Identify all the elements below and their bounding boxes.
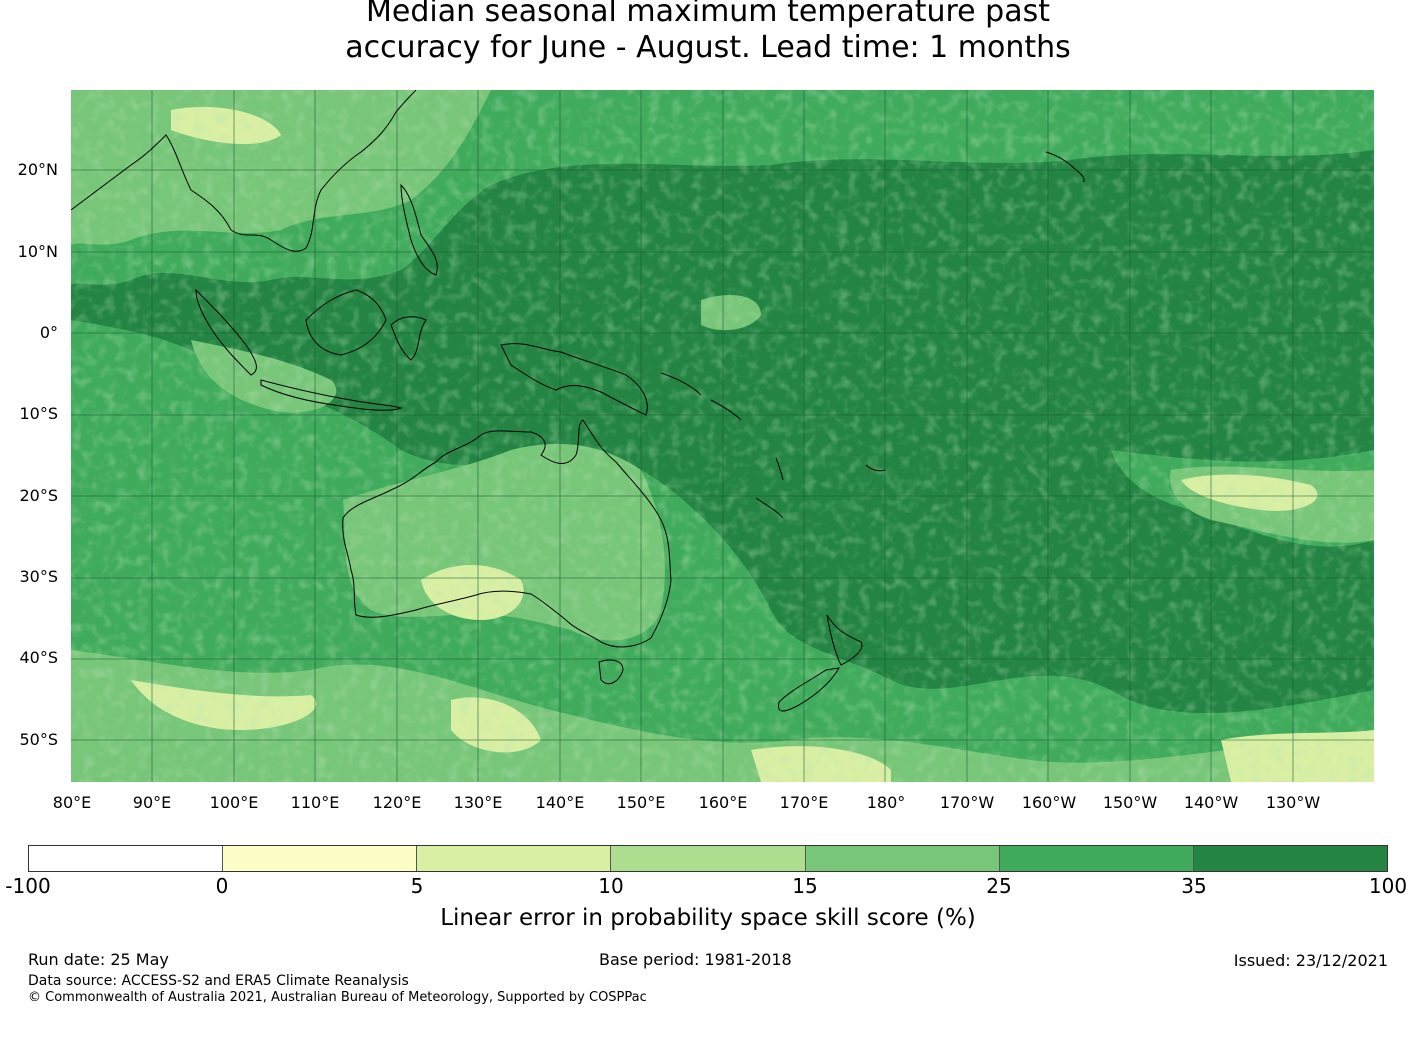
lat-tick-20s: 20°S [19, 486, 58, 505]
base-period: Base period: 1981-2018 [599, 950, 792, 969]
skill-texture [71, 90, 1374, 782]
lon-tick-120e: 120°E [372, 793, 422, 812]
skill-score-map [71, 90, 1374, 782]
lon-tick-80e: 80°E [52, 793, 92, 812]
colorbar-segment-2 [223, 846, 418, 871]
new-caledonia-coast [755, 497, 784, 519]
colorbar-segment-7 [1193, 846, 1387, 871]
lon-tick-100e: 100°E [209, 793, 259, 812]
colorbar-label: 25 [986, 874, 1012, 898]
lon-tick-160e: 160°E [698, 793, 748, 812]
australia-coast [342, 419, 672, 648]
colorbar-label: 10 [598, 874, 624, 898]
data-source: Data source: ACCESS-S2 and ERA5 Climate … [28, 973, 409, 989]
fiji-coast [865, 464, 886, 472]
colorbar-label: 15 [792, 874, 818, 898]
java-coast [260, 379, 403, 411]
asia-mainland-coast [71, 90, 417, 252]
tasmania-coast [598, 659, 624, 685]
vanuatu-coast [775, 457, 784, 481]
colorbar-label: 35 [1181, 874, 1207, 898]
lat-tick-10n: 10°N [17, 242, 58, 261]
lon-tick-170e: 170°E [779, 793, 829, 812]
new-zealand-north-coast [826, 614, 863, 666]
issued-date: Issued: 23/12/2021 [1233, 951, 1388, 970]
lon-tick-130w: 130°W [1265, 793, 1321, 812]
lon-tick-150e: 150°E [616, 793, 666, 812]
colorbar-segment-6 [999, 846, 1194, 871]
colorbar-segment-3 [417, 846, 612, 871]
map-panel [71, 90, 1374, 782]
colorbar-title: Linear error in probability space skill … [440, 905, 976, 931]
run-date: Run date: 25 May [28, 950, 169, 969]
title-line-2: accuracy for June - August. Lead time: 1… [345, 30, 1071, 65]
colorbar-segment-1 [29, 846, 224, 871]
colorbar-segment-5 [805, 846, 1000, 871]
lat-tick-0: 0° [39, 323, 58, 342]
lon-tick-170w: 170°W [939, 793, 995, 812]
graticule [71, 90, 1374, 782]
lat-tick-30s: 30°S [19, 567, 58, 586]
lon-tick-90e: 90°E [132, 793, 172, 812]
lon-tick-110e: 110°E [290, 793, 340, 812]
lat-tick-10s: 10°S [19, 404, 58, 423]
new-guinea-coast [500, 343, 648, 416]
copyright: © Commonwealth of Australia 2021, Austra… [28, 990, 647, 1005]
lon-tick-150w: 150°W [1102, 793, 1158, 812]
lon-tick-180: 180° [866, 793, 906, 812]
lon-tick-130e: 130°E [453, 793, 503, 812]
lat-tick-40s: 40°S [19, 648, 58, 667]
philippines-coast [400, 183, 438, 276]
colorbar-label: 5 [410, 874, 424, 898]
title-line-1: Median seasonal maximum temperature past [366, 0, 1050, 29]
colorbar [28, 845, 1388, 872]
colorbar-label: 0 [215, 874, 229, 898]
lon-tick-140e: 140°E [535, 793, 585, 812]
map-title: Median seasonal maximum temperature past… [0, 0, 1416, 66]
hawaii-coast [1045, 151, 1085, 183]
coastlines [71, 90, 1085, 712]
lat-tick-20n: 20°N [17, 160, 58, 179]
lon-tick-160w: 160°W [1021, 793, 1077, 812]
sulawesi-coast [390, 316, 427, 361]
solomon-islands-coast [660, 372, 742, 421]
new-zealand-south-coast [777, 667, 840, 712]
colorbar-label: -100 [5, 874, 51, 898]
colorbar-label: 100 [1368, 874, 1408, 898]
borneo-coast [305, 289, 387, 356]
colorbar-segment-4 [611, 846, 806, 871]
lon-tick-140w: 140°W [1183, 793, 1239, 812]
sumatra-coast [195, 288, 257, 376]
lat-tick-50s: 50°S [19, 730, 58, 749]
